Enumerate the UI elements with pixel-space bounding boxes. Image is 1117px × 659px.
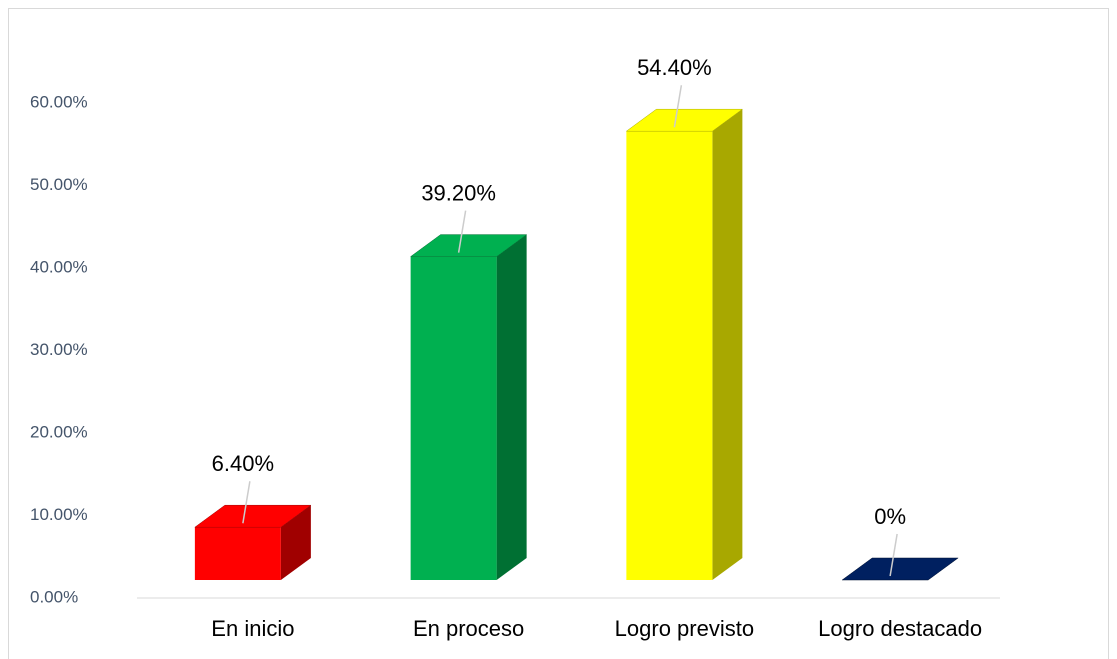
chart-frame [8,8,1109,659]
bar-side [280,505,311,580]
leader-line [242,481,251,524]
bar-top [625,108,744,132]
leader-line [889,533,898,577]
x-tick-label: Logro destacado [818,616,982,641]
y-tick-label: 20.00% [30,422,88,441]
y-tick-label: 0.00% [30,587,78,606]
y-tick-label: 50.00% [30,175,88,194]
data-label: 0% [874,504,906,529]
y-tick-label: 40.00% [30,257,88,276]
data-label: 39.20% [421,180,496,205]
bar-top [841,557,959,581]
bar-front [626,131,713,580]
bar-top [409,234,528,257]
x-tick-label: Logro previsto [615,616,754,641]
leader-line [673,85,683,128]
x-tick-label: En inicio [211,616,294,641]
data-label: 6.40% [212,451,274,476]
bar-side [712,109,743,580]
x-tick-label: En proceso [413,616,524,641]
y-tick-label: 10.00% [30,505,88,524]
leader-line [457,210,467,253]
bar-side [496,234,527,580]
bar-front [410,256,497,580]
y-tick-label: 30.00% [30,340,88,359]
bar-front [194,527,281,580]
y-tick-label: 60.00% [30,92,88,111]
data-label: 54.40% [637,55,712,80]
bar-top [194,504,312,528]
